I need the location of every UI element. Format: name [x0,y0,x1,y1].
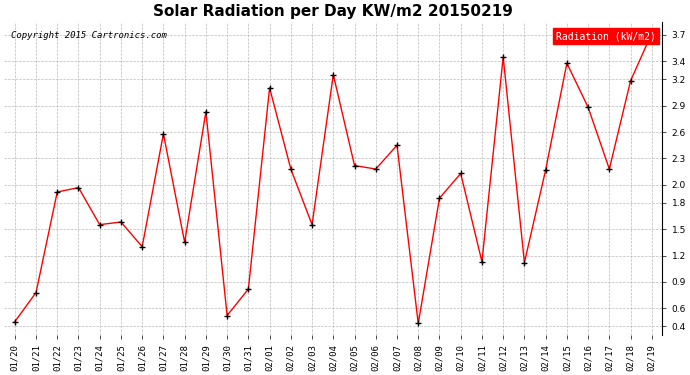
Text: Copyright 2015 Cartronics.com: Copyright 2015 Cartronics.com [11,31,166,40]
Title: Solar Radiation per Day KW/m2 20150219: Solar Radiation per Day KW/m2 20150219 [153,4,513,19]
Text: Radiation (kW/m2): Radiation (kW/m2) [556,31,656,41]
